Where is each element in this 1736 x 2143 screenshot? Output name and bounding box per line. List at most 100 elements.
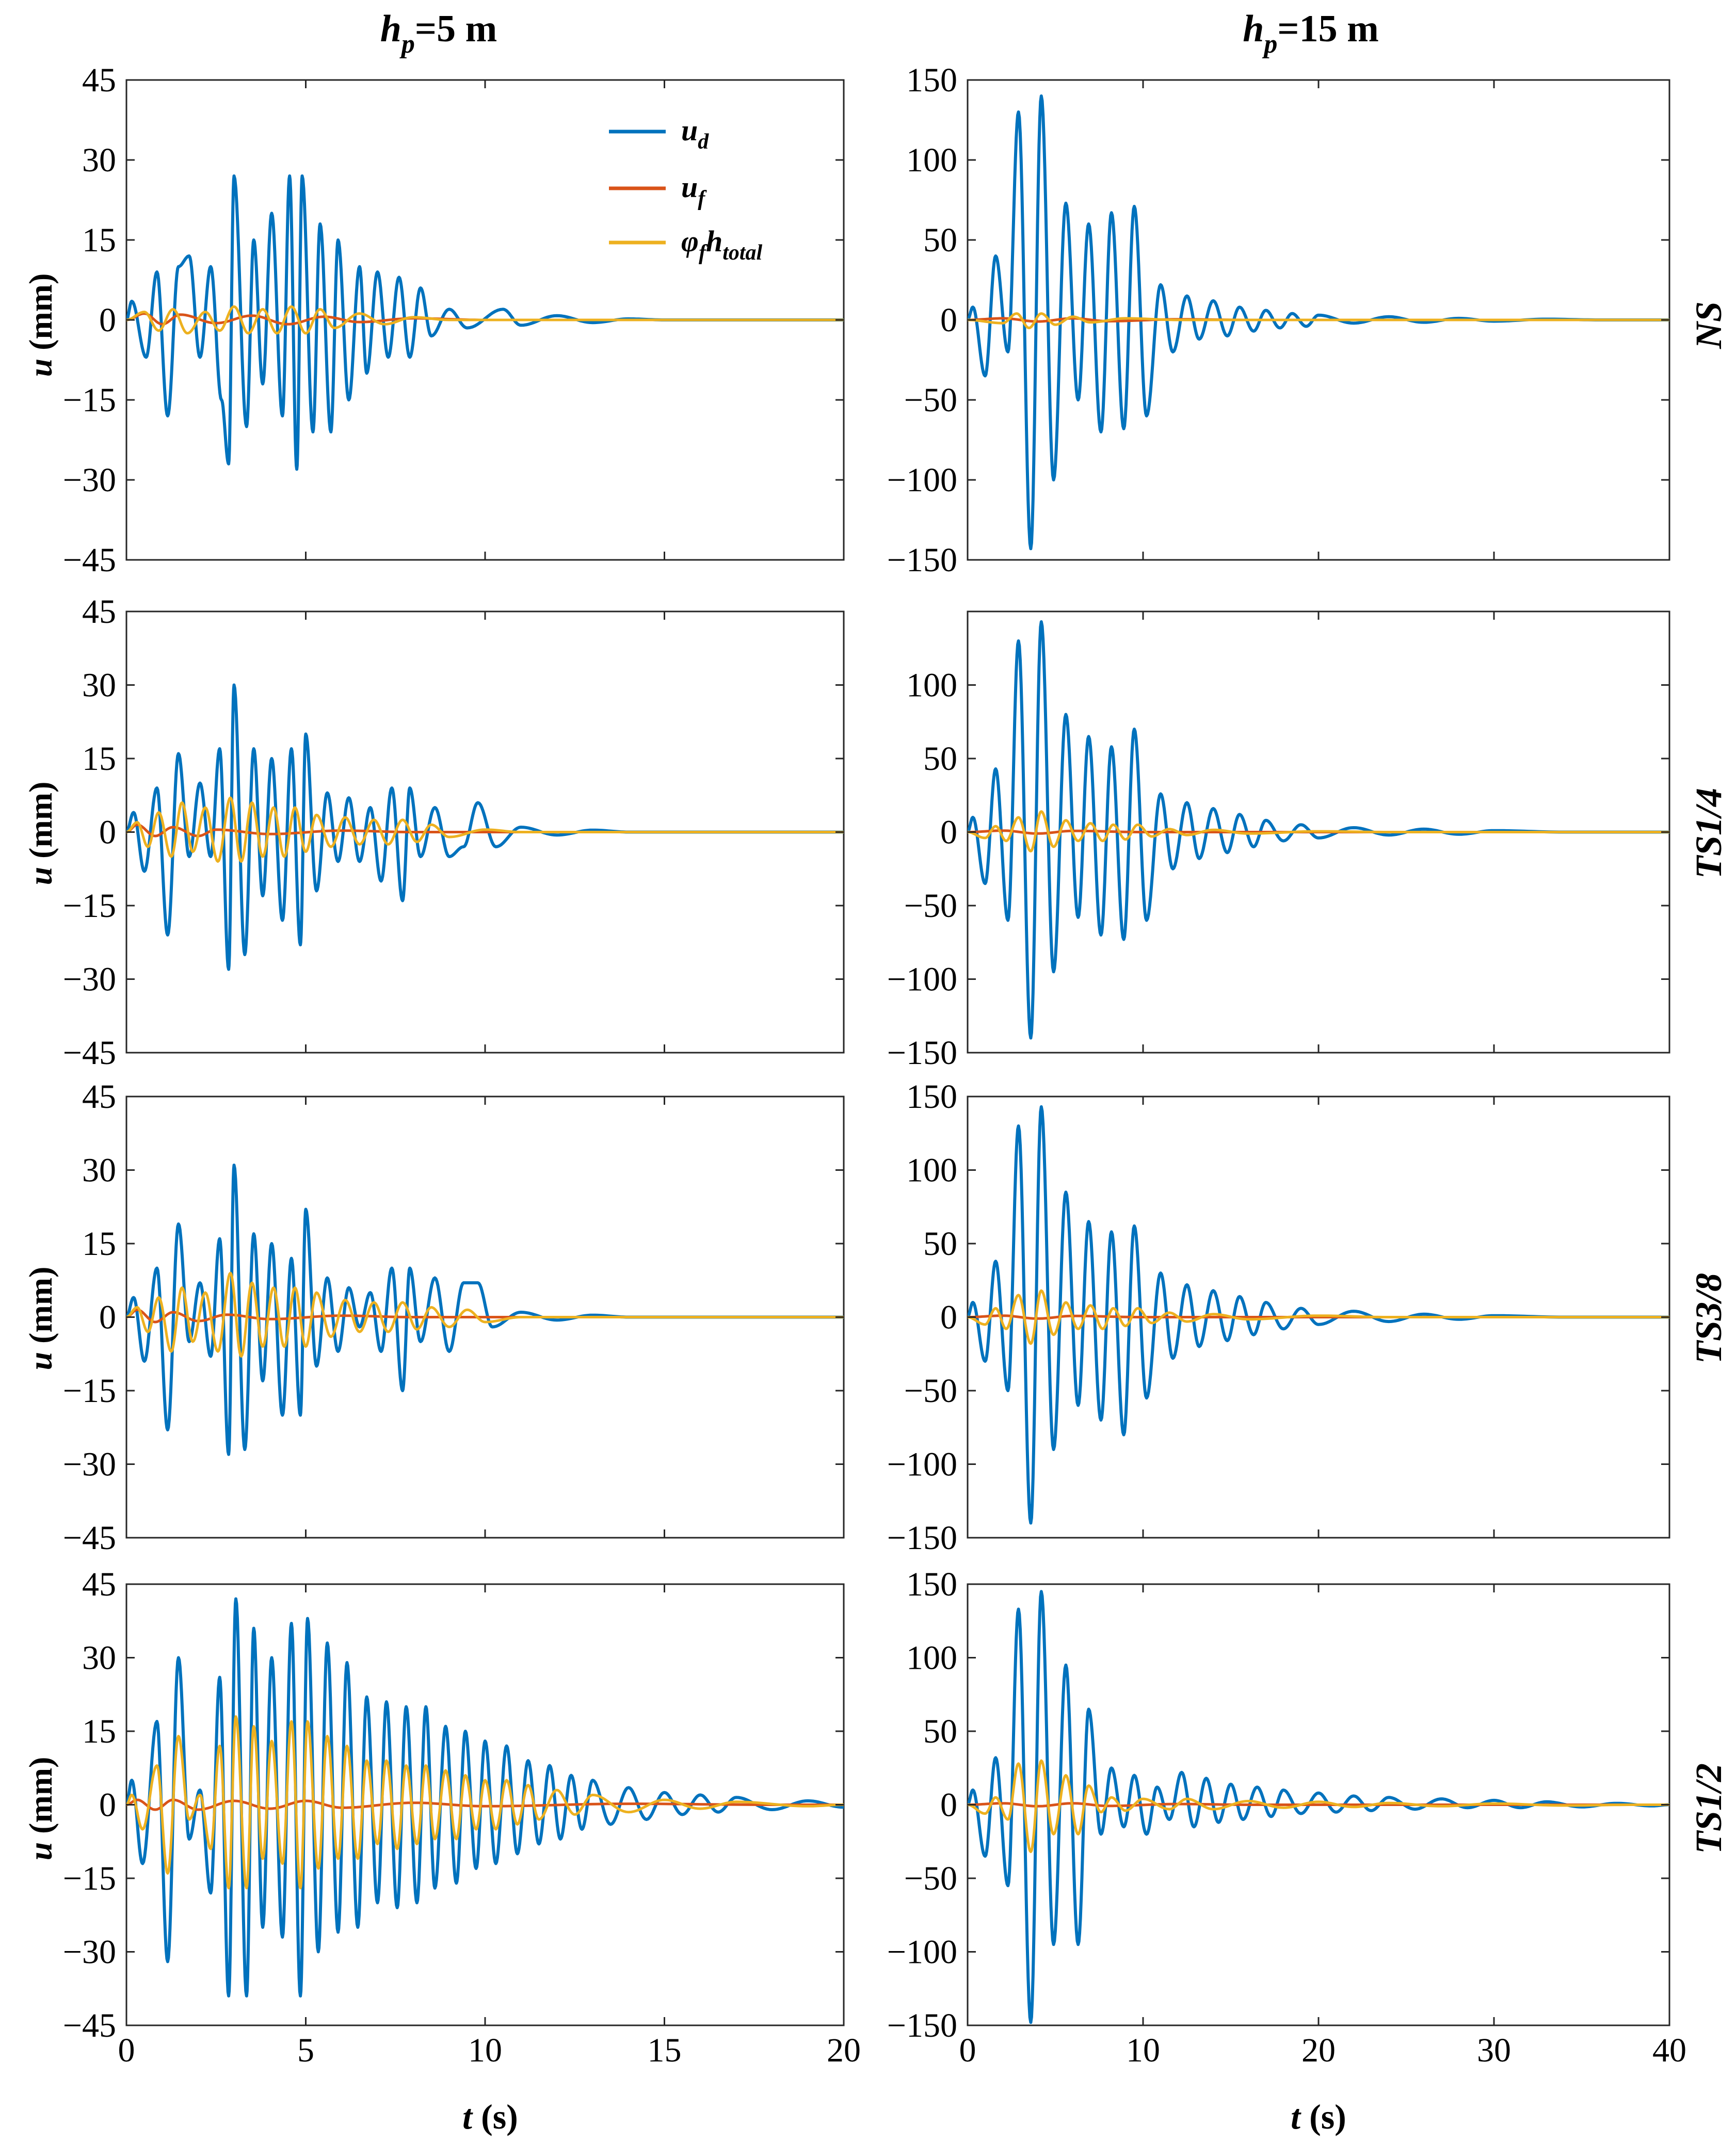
series-line-ud-row4-right — [968, 1590, 1669, 2024]
x-tick-label: 10 — [468, 2032, 502, 2069]
series-group-row1-left — [126, 174, 844, 471]
x-tick-label: 10 — [1126, 2032, 1160, 2069]
y-tick-label: −150 — [887, 1034, 957, 1072]
series-line-fhtotal-row1-right — [968, 312, 1669, 329]
y-tick-label: −50 — [904, 887, 957, 925]
row-label-ts14: TS1/4 — [1688, 788, 1729, 879]
series-line-ud-row3-left — [126, 1164, 844, 1456]
y-tick-label: 0 — [99, 1299, 116, 1336]
y-tick-label: −30 — [63, 1933, 116, 1971]
y-axis-label-row1: u (mm) — [22, 273, 59, 377]
y-tick-label: −45 — [63, 1519, 116, 1557]
series-line-uf-row3-left — [126, 1308, 844, 1324]
y-tick-label: 50 — [923, 221, 957, 259]
y-tick-label: 0 — [940, 814, 957, 851]
series-group-row2-left — [126, 683, 844, 971]
x-tick-label: 5 — [297, 2032, 314, 2069]
y-tick-label: −50 — [904, 1860, 957, 1897]
y-tick-label: −45 — [63, 541, 116, 579]
y-tick-label: −50 — [904, 1372, 957, 1410]
series-group-row1-right — [968, 94, 1669, 551]
series-line-ud-row1-right — [968, 94, 1669, 551]
column-title-left: hp=5 m — [380, 8, 497, 59]
series-line-ud-row2-left — [126, 683, 844, 971]
series-group-row4-right — [968, 1590, 1669, 2024]
series-group-row3-right — [968, 1105, 1669, 1525]
y-tick-label: −15 — [63, 887, 116, 925]
series-line-fhtotal-row2-right — [968, 810, 1669, 852]
row-label-ts12: TS1/2 — [1688, 1763, 1729, 1854]
series-line-fhtotal-row2-left — [126, 796, 844, 863]
y-tick-label: 0 — [99, 301, 116, 339]
x-tick-label: 0 — [118, 2032, 135, 2069]
y-tick-label: 15 — [82, 1225, 116, 1263]
y-tick-label: −100 — [887, 1933, 957, 1971]
y-tick-label: −30 — [63, 461, 116, 499]
y-tick-label: 0 — [940, 301, 957, 339]
y-tick-label: −150 — [887, 541, 957, 579]
series-line-ud-row4-left — [126, 1597, 844, 1997]
y-tick-label: 30 — [82, 1152, 116, 1189]
series-group-row4-left — [126, 1597, 844, 1997]
y-tick-label: 30 — [82, 1639, 116, 1677]
y-tick-label: −150 — [887, 2007, 957, 2044]
y-tick-label: 30 — [82, 141, 116, 179]
series-line-fhtotal-row3-left — [126, 1271, 844, 1358]
series-group-row3-left — [126, 1164, 844, 1456]
y-tick-label: −100 — [887, 961, 957, 998]
y-tick-label: 50 — [923, 1225, 957, 1263]
series-line-fhtotal-row4-right — [968, 1759, 1669, 1854]
panel-row3-right: 150 100 50 0 −50 −100 −150 — [887, 1078, 1670, 1557]
x-tick-label: 30 — [1477, 2032, 1511, 2069]
series-line-uf-row2-left — [126, 823, 844, 837]
y-tick-label: 0 — [99, 1786, 116, 1824]
x-axis-label-left: t (s) — [462, 2097, 518, 2136]
x-tick-label: 20 — [827, 2032, 861, 2069]
panel-row2-right: 100 50 0 −50 −100 −150 — [887, 610, 1670, 1072]
x-axis-label-right: t (s) — [1291, 2097, 1346, 2136]
y-tick-label: −15 — [63, 381, 116, 419]
series-line-uf-row4-right — [968, 1802, 1669, 1808]
panel-row1-right: 150 100 50 0 −50 −100 −150 — [887, 61, 1670, 579]
y-tick-label: 0 — [99, 814, 116, 851]
panel-row2-left: 45 30 15 0 −15 −30 −45 — [63, 593, 845, 1072]
y-tick-label: 150 — [906, 1078, 957, 1116]
row-label-ns: NS — [1688, 301, 1729, 349]
x-tick-label: 40 — [1652, 2032, 1686, 2069]
y-tick-label: 100 — [906, 141, 957, 179]
y-tick-label: 0 — [940, 1786, 957, 1824]
series-line-uf-row4-left — [126, 1798, 844, 1811]
panel-row1-left: 45 30 15 0 −15 −30 −45 — [63, 61, 845, 579]
series-line-ud-row3-right — [968, 1105, 1669, 1525]
y-tick-label: 45 — [82, 593, 116, 631]
row-label-ts38: TS3/8 — [1688, 1273, 1729, 1364]
y-tick-label: 15 — [82, 221, 116, 259]
y-tick-label: −30 — [63, 1446, 116, 1484]
y-tick-label: 15 — [82, 740, 116, 778]
y-tick-label: 50 — [923, 1713, 957, 1750]
y-tick-label: 45 — [82, 1566, 116, 1603]
y-tick-label: 30 — [82, 667, 116, 704]
panels-group: 4530150−15−30−45150100500−50−100−1504530… — [63, 61, 1686, 2069]
x-tick-label: 20 — [1301, 2032, 1336, 2069]
legend-label-ud: ud — [681, 114, 709, 154]
y-tick-label: −45 — [63, 2007, 116, 2044]
y-axis-label-row3: u (mm) — [22, 1267, 59, 1371]
series-line-fhtotal-row1-left — [126, 305, 844, 335]
y-tick-label: 0 — [940, 1299, 957, 1336]
column-title-right: hp=15 m — [1243, 8, 1378, 59]
y-tick-label: −150 — [887, 1519, 957, 1557]
series-line-ud-row1-left — [126, 174, 844, 471]
y-tick-label: 100 — [906, 1639, 957, 1677]
y-axis-label-row2: u (mm) — [22, 782, 59, 885]
series-group-row2-right — [968, 620, 1669, 1040]
x-tick-label: 15 — [648, 2032, 682, 2069]
y-tick-label: 150 — [906, 61, 957, 99]
legend-label-uf: uf — [681, 170, 707, 211]
y-tick-label: 100 — [906, 667, 957, 704]
y-tick-label: −45 — [63, 1034, 116, 1072]
y-tick-label: −15 — [63, 1372, 116, 1410]
